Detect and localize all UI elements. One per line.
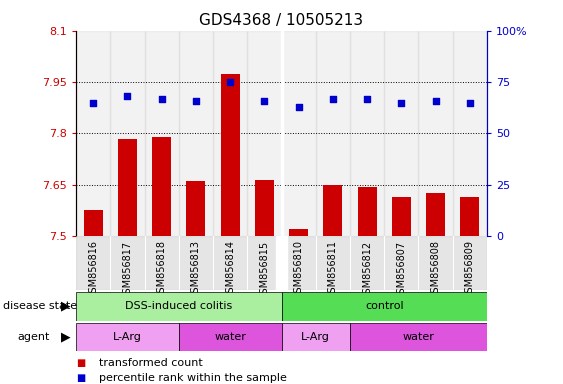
Bar [282, 31, 316, 236]
Text: GSM856808: GSM856808 [431, 240, 441, 300]
Bar [289, 229, 308, 236]
Point [431, 98, 440, 104]
Bar [282, 323, 350, 351]
Text: GSM856818: GSM856818 [157, 240, 167, 300]
Text: L-Arg: L-Arg [113, 332, 142, 342]
Bar [179, 31, 213, 236]
Text: agent: agent [17, 332, 50, 342]
Bar [385, 236, 418, 290]
Bar [76, 323, 179, 351]
Bar [110, 236, 145, 290]
Bar [213, 31, 247, 236]
Bar [282, 292, 487, 321]
Bar [118, 139, 137, 236]
Text: GSM856816: GSM856816 [88, 240, 98, 300]
Bar [247, 236, 282, 290]
Bar [358, 187, 377, 236]
Bar [418, 31, 453, 236]
Bar [255, 180, 274, 236]
Bar [316, 31, 350, 236]
Text: ▶: ▶ [61, 300, 70, 313]
Point [397, 99, 406, 106]
Point [191, 98, 200, 104]
Bar [324, 185, 342, 236]
Point [226, 79, 235, 85]
Bar [350, 31, 384, 236]
Text: percentile rank within the sample: percentile rank within the sample [99, 373, 287, 383]
Text: ■: ■ [76, 358, 85, 368]
Text: water: water [214, 332, 246, 342]
Bar [213, 236, 247, 290]
Bar [350, 323, 487, 351]
Text: GSM856815: GSM856815 [260, 240, 269, 300]
Point [157, 96, 166, 102]
Text: DSS-induced colitis: DSS-induced colitis [125, 301, 233, 311]
Point [123, 93, 132, 99]
Point [88, 99, 97, 106]
Text: GSM856813: GSM856813 [191, 240, 201, 300]
Bar [282, 236, 316, 290]
Bar [110, 31, 145, 236]
Bar [179, 236, 213, 290]
Bar [350, 236, 384, 290]
Text: ▶: ▶ [61, 331, 70, 343]
Bar [186, 181, 205, 236]
Bar [392, 197, 411, 236]
Text: ■: ■ [76, 373, 85, 383]
Bar [453, 31, 487, 236]
Text: L-Arg: L-Arg [301, 332, 330, 342]
Bar [385, 31, 418, 236]
Text: transformed count: transformed count [99, 358, 202, 368]
Bar [152, 137, 171, 236]
Bar [247, 31, 282, 236]
Text: GSM856809: GSM856809 [465, 240, 475, 300]
Bar [221, 73, 239, 236]
Text: GDS4368 / 10505213: GDS4368 / 10505213 [199, 13, 364, 28]
Text: disease state: disease state [3, 301, 77, 311]
Text: GSM856807: GSM856807 [396, 240, 406, 300]
Text: GSM856812: GSM856812 [362, 240, 372, 300]
Bar [76, 292, 282, 321]
Point [328, 96, 337, 102]
Text: GSM856810: GSM856810 [294, 240, 303, 300]
Text: GSM856811: GSM856811 [328, 240, 338, 300]
Point [260, 98, 269, 104]
Text: control: control [365, 301, 404, 311]
Point [363, 96, 372, 102]
Text: GSM856814: GSM856814 [225, 240, 235, 300]
Bar [453, 236, 487, 290]
Bar [84, 210, 102, 236]
Bar [426, 194, 445, 236]
Bar [145, 236, 179, 290]
Text: water: water [403, 332, 435, 342]
Bar [461, 197, 479, 236]
Point [294, 104, 303, 110]
Bar [76, 31, 110, 236]
Point [466, 99, 475, 106]
Bar [316, 236, 350, 290]
Bar [145, 31, 179, 236]
Bar [179, 323, 282, 351]
Bar [418, 236, 453, 290]
Bar [276, 236, 287, 290]
Bar [76, 236, 110, 290]
Text: GSM856817: GSM856817 [122, 240, 132, 300]
